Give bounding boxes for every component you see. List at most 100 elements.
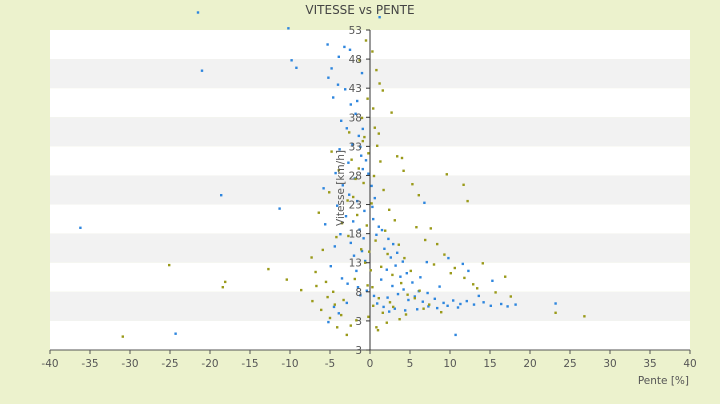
- data-point: [332, 290, 335, 293]
- data-point: [465, 299, 468, 303]
- data-point: [326, 295, 329, 299]
- data-point: [285, 278, 288, 281]
- data-point: [354, 112, 357, 115]
- data-point: [355, 269, 358, 273]
- data-point: [337, 55, 340, 58]
- data-point: [377, 225, 380, 228]
- data-point: [221, 286, 224, 289]
- y-tick-label: 33: [349, 141, 362, 153]
- data-point: [344, 88, 347, 91]
- data-point: [345, 333, 348, 337]
- data-point: [349, 103, 352, 106]
- x-tick-label: -25: [161, 358, 178, 370]
- data-point: [438, 285, 441, 288]
- data-point: [388, 301, 392, 304]
- data-point: [371, 50, 374, 53]
- data-points: [79, 11, 586, 338]
- data-point: [121, 335, 124, 338]
- data-point: [369, 269, 372, 272]
- data-point: [391, 273, 394, 277]
- data-point: [224, 280, 227, 284]
- data-point: [433, 297, 436, 300]
- data-point: [345, 301, 348, 305]
- x-tick-label: 30: [603, 358, 616, 370]
- x-tick-label: -10: [281, 358, 298, 370]
- y-tick-label: 23: [349, 200, 362, 212]
- data-point: [328, 191, 331, 194]
- x-tick-label: -35: [81, 358, 98, 370]
- data-point: [359, 294, 362, 297]
- data-point: [442, 301, 445, 305]
- data-point: [355, 319, 358, 322]
- data-point: [381, 89, 384, 92]
- data-point: [396, 292, 400, 296]
- data-point: [348, 48, 352, 51]
- data-point: [504, 275, 507, 278]
- data-point: [383, 247, 386, 250]
- data-point: [346, 282, 349, 285]
- data-point: [354, 177, 357, 181]
- data-point: [409, 269, 412, 273]
- data-point: [403, 256, 406, 260]
- data-point: [494, 291, 497, 294]
- data-point: [452, 299, 455, 302]
- data-point: [424, 238, 427, 242]
- data-point: [344, 215, 348, 218]
- data-point: [391, 284, 394, 288]
- data-point: [361, 127, 364, 131]
- data-point: [372, 217, 375, 221]
- data-point: [360, 116, 364, 120]
- data-point: [79, 226, 82, 229]
- data-point: [401, 260, 404, 263]
- data-point: [314, 270, 317, 274]
- data-point: [404, 309, 407, 312]
- data-point: [321, 248, 324, 252]
- data-point: [168, 263, 171, 267]
- data-point: [392, 305, 395, 309]
- data-point: [413, 297, 416, 300]
- data-point: [398, 318, 401, 321]
- data-point: [315, 284, 318, 288]
- data-point: [509, 295, 512, 298]
- x-tick-label: -15: [241, 358, 258, 370]
- data-point: [356, 99, 359, 103]
- data-point: [327, 76, 330, 79]
- data-point: [332, 96, 335, 99]
- y-tick-label: 8: [355, 287, 362, 299]
- data-point: [366, 284, 369, 287]
- data-point: [357, 134, 360, 138]
- data-point: [446, 304, 449, 307]
- data-point: [317, 211, 320, 214]
- data-point: [340, 222, 344, 225]
- data-point: [375, 233, 378, 236]
- data-point: [352, 220, 355, 223]
- data-point: [407, 298, 410, 302]
- data-point: [327, 320, 330, 324]
- data-point: [386, 252, 389, 256]
- data-point: [356, 286, 360, 289]
- x-tick-label: 40: [683, 358, 696, 370]
- data-point: [440, 311, 443, 314]
- data-point: [381, 311, 384, 314]
- data-point: [339, 233, 342, 236]
- data-point: [482, 301, 485, 304]
- data-point: [380, 228, 384, 232]
- data-point: [348, 193, 351, 196]
- data-point: [196, 11, 200, 14]
- data-point: [361, 139, 364, 143]
- data-point: [418, 289, 421, 292]
- x-tick-label: 0: [367, 358, 374, 370]
- data-point: [379, 160, 382, 163]
- data-point: [380, 278, 383, 281]
- data-point: [334, 171, 337, 175]
- data-point: [367, 152, 370, 155]
- data-point: [506, 305, 509, 308]
- data-point: [363, 209, 366, 213]
- data-point: [332, 305, 336, 309]
- data-point: [415, 226, 418, 229]
- data-point: [328, 316, 332, 320]
- data-point: [370, 184, 373, 188]
- data-point: [386, 296, 389, 299]
- data-point: [345, 127, 348, 130]
